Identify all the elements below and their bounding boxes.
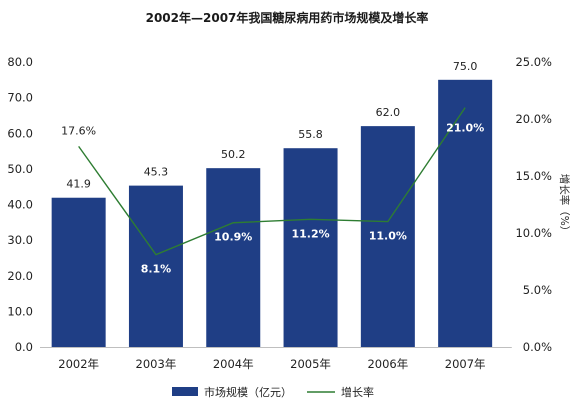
right-tick-label: 0.0%	[523, 340, 552, 354]
left-tick-label: 50.0	[7, 162, 33, 176]
category-label: 2002年	[58, 357, 99, 371]
legend: 市场规模（亿元） 增长率	[172, 385, 374, 399]
category-label: 2007年	[445, 357, 486, 371]
left-tick-label: 10.0	[7, 304, 33, 318]
right-tick-label: 10.0%	[515, 226, 552, 240]
rate-value-labels: 17.6% 8.1% 10.9% 11.2% 11.0% 21.0%	[61, 122, 484, 276]
category-label: 2005年	[290, 357, 331, 371]
bar	[51, 197, 106, 347]
legend-bar-label: 市场规模（亿元）	[204, 385, 292, 399]
rate-value-label: 10.9%	[214, 231, 252, 244]
line-series	[78, 107, 466, 256]
right-axis-label: 增长率（%）	[558, 174, 571, 236]
left-tick-label: 0.0	[15, 340, 33, 354]
bar-value-label: 55.8	[298, 128, 323, 141]
bar	[206, 168, 261, 347]
category-label: 2003年	[136, 357, 177, 371]
left-tick-label: 20.0	[7, 269, 33, 283]
right-tick-label: 20.0%	[515, 112, 552, 126]
left-axis-ticks: 0.0 10.0 20.0 30.0 40.0 50.0 60.0 70.0 80.0	[7, 55, 33, 354]
rate-value-label: 11.0%	[369, 230, 407, 243]
category-labels: 2002年 2003年 2004年 2005年 2006年 2007年	[58, 357, 485, 371]
legend-line-label: 增长率	[341, 385, 374, 399]
category-label: 2006年	[367, 357, 408, 371]
growth-rate-line	[78, 107, 466, 256]
rate-value-label: 21.0%	[446, 122, 484, 135]
left-tick-label: 80.0	[7, 55, 33, 69]
bar-value-labels: 41.9 45.3 50.2 55.8 62.0 75.0	[66, 60, 477, 191]
category-label: 2004年	[213, 357, 254, 371]
rate-value-label: 17.6%	[61, 124, 96, 137]
bar	[438, 79, 493, 347]
right-tick-label: 15.0%	[515, 169, 552, 183]
left-tick-label: 30.0	[7, 233, 33, 247]
right-axis-ticks: 0.0% 5.0% 10.0% 15.0% 20.0% 25.0%	[515, 55, 552, 354]
left-tick-label: 70.0	[7, 91, 33, 105]
bar-value-label: 41.9	[66, 178, 91, 191]
legend-bar-swatch	[172, 387, 198, 396]
bar-value-label: 45.3	[144, 166, 169, 179]
bar	[128, 185, 183, 347]
chart-title: 2002年—2007年我国糖尿病用药市场规模及增长率	[146, 10, 429, 25]
bar-value-label: 75.0	[453, 60, 478, 73]
bar-value-label: 62.0	[376, 106, 401, 119]
left-tick-label: 60.0	[7, 126, 33, 140]
right-tick-label: 5.0%	[523, 283, 552, 297]
rate-value-label: 8.1%	[141, 263, 172, 276]
right-tick-label: 25.0%	[515, 55, 552, 69]
bar	[283, 148, 338, 347]
bar	[360, 126, 415, 347]
rate-value-label: 11.2%	[291, 227, 329, 240]
bar-series	[51, 79, 493, 347]
bar-value-label: 50.2	[221, 148, 246, 161]
left-tick-label: 40.0	[7, 198, 33, 212]
